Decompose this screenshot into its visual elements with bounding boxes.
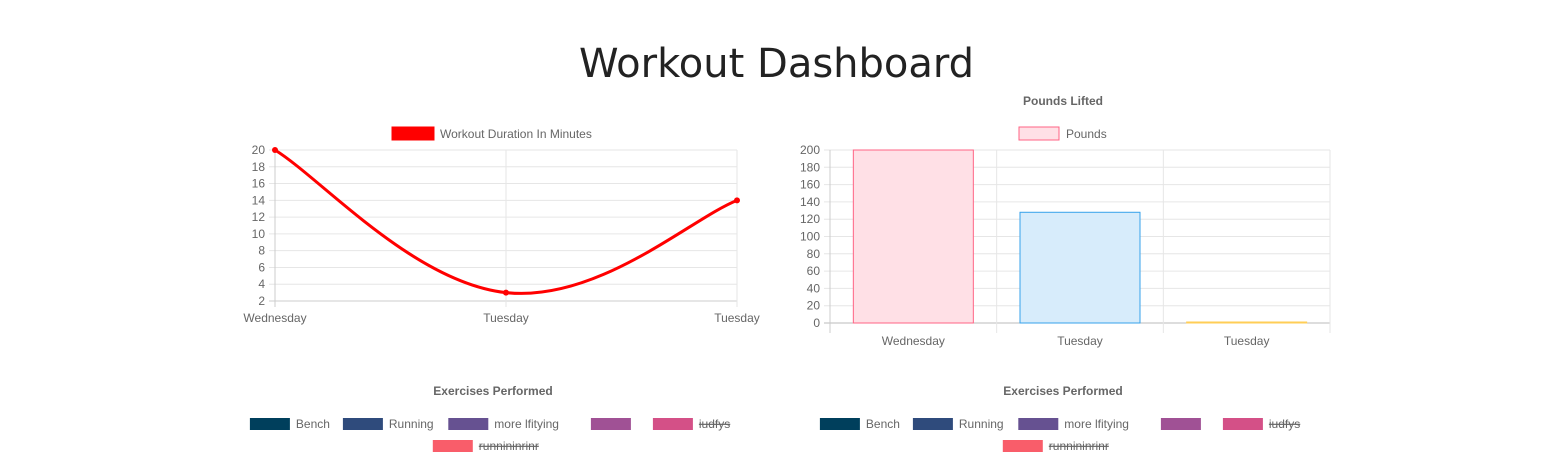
line-y-tick-label: 2 [258,294,265,308]
exercise-legend-label[interactable]: Bench [296,417,330,431]
bar-pounds [1019,211,1141,324]
exercise-legend-swatch[interactable] [249,418,290,430]
exercise-legend-swatch[interactable] [1222,418,1263,430]
line-chart: Workout Duration In Minutes 20 18 16 14 12 10… [243,126,760,325]
line-x-tick-label: Wednesday [243,311,306,325]
exercise-legend-label[interactable]: more lfitying [1064,417,1129,431]
exercise-legend-swatch[interactable] [1002,440,1043,452]
exercise-legend-label[interactable]: runnininrinr [479,439,539,453]
bar-y-tick-label: 100 [800,230,820,244]
exercises-chart-right-title: Exercises Performed [1003,384,1122,398]
bar-x-tick-label: Tuesday [1224,334,1270,348]
exercise-legend-swatch[interactable] [448,418,489,430]
line-x-tick-label: Tuesday [483,311,529,325]
bar-pounds [1186,321,1308,324]
exercise-legend-swatch[interactable] [432,440,473,452]
exercise-legend-swatch[interactable] [342,418,383,430]
line-legend-swatch[interactable] [391,126,435,141]
line-y-tick-label: 8 [258,244,265,258]
bar-y-tick-label: 140 [800,195,820,209]
line-y-tick-label: 18 [252,160,266,174]
exercise-legend-swatch[interactable] [590,418,631,430]
line-legend-label[interactable]: Workout Duration In Minutes [440,127,592,141]
exercises-chart-right: Exercises Performed Bench Running more lfi… [819,384,1300,453]
exercise-legend-swatch[interactable] [1018,418,1059,430]
bar-pounds [852,149,974,324]
bar-y-tick-label: 40 [807,281,821,295]
exercise-legend-label[interactable]: Bench [866,417,900,431]
bar-legend-swatch[interactable] [1018,126,1060,141]
exercise-legend-swatch[interactable] [912,418,953,430]
exercises-chart-left-title: Exercises Performed [433,384,552,398]
line-y-tick-label: 12 [252,210,266,224]
bar-y-tick-label: 60 [807,264,821,278]
bar-x-tick-label: Tuesday [1057,334,1103,348]
bar-y-tick-label: 80 [807,247,821,261]
page-title: Workout Dashboard [578,40,975,87]
line-y-tick-label: 4 [258,277,265,291]
line-chart-points [272,147,740,296]
exercise-legend-label[interactable]: runnininrinr [1049,439,1109,453]
exercise-legend-label[interactable]: Running [959,417,1004,431]
line-chart-x-ticks: Wednesday Tuesday Tuesday [243,311,759,325]
line-y-tick-label: 20 [252,143,266,157]
bar-y-tick-label: 0 [813,316,820,330]
line-chart-y-ticks: 20 18 16 14 12 10 8 6 4 2 [252,143,266,308]
exercise-legend-label[interactable]: iudfys [1269,417,1300,431]
bar-y-tick-label: 180 [800,160,820,174]
bar-chart-bars [852,149,1308,324]
bar-legend-label[interactable]: Pounds [1066,127,1107,141]
exercise-legend-label[interactable]: iudfys [699,417,730,431]
exercise-legend-label[interactable]: more lfitying [494,417,559,431]
line-point [503,289,509,296]
line-point [272,147,278,153]
exercises-chart-right-legend: Bench Running more lfitying iudfys runnininr… [819,417,1300,453]
line-x-tick-label: Tuesday [714,311,760,325]
line-y-tick-label: 10 [252,227,266,241]
line-point [734,197,740,204]
bar-x-tick-label: Wednesday [882,334,945,348]
exercise-legend-swatch[interactable] [652,418,693,430]
line-chart-grid [269,149,738,307]
bar-chart: Pounds Lifted Pounds 2001801601401201008… [800,94,1331,348]
bar-y-tick-label: 20 [807,299,821,313]
exercises-chart-left: Exercises Performed Bench Running more lfi… [249,384,730,453]
exercise-legend-swatch[interactable] [1160,418,1201,430]
line-y-tick-label: 16 [252,177,266,191]
bar-chart-x-ticks: Wednesday Tuesday Tuesday [882,334,1270,348]
bar-y-tick-label: 200 [800,143,820,157]
bar-y-tick-label: 120 [800,212,820,226]
bar-y-tick-label: 160 [800,178,820,192]
exercises-chart-left-legend: Bench Running more lfitying iudfys runnininr… [249,417,730,453]
line-y-tick-label: 6 [258,260,265,274]
line-y-tick-label: 14 [252,193,266,207]
exercise-legend-swatch[interactable] [819,418,860,430]
bar-chart-title: Pounds Lifted [1023,94,1103,108]
exercise-legend-label[interactable]: Running [389,417,434,431]
